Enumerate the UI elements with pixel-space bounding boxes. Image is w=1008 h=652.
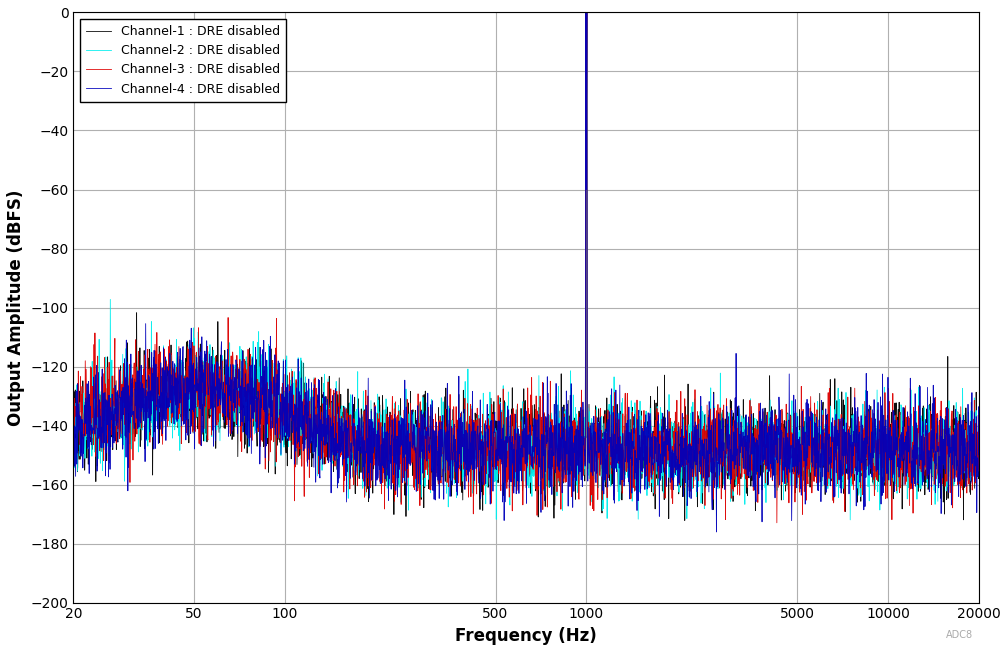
Channel-3 : DRE disabled: (66.3, -126): DRE disabled: (66.3, -126)	[225, 379, 237, 387]
Channel-2 : DRE disabled: (381, -136): DRE disabled: (381, -136)	[454, 409, 466, 417]
Channel-1 : DRE disabled: (2e+04, -149): DRE disabled: (2e+04, -149)	[973, 449, 985, 457]
Channel-1 : DRE disabled: (283, -156): DRE disabled: (283, -156)	[414, 468, 426, 476]
Channel-1 : DRE disabled: (2.12e+03, -172): DRE disabled: (2.12e+03, -172)	[678, 516, 690, 524]
Channel-4 : DRE disabled: (66.3, -119): DRE disabled: (66.3, -119)	[225, 361, 237, 368]
Y-axis label: Output Amplitude (dBFS): Output Amplitude (dBFS)	[7, 189, 25, 426]
Channel-2 : DRE disabled: (7.48e+03, -172): DRE disabled: (7.48e+03, -172)	[844, 516, 856, 524]
Channel-3 : DRE disabled: (381, -153): DRE disabled: (381, -153)	[454, 461, 466, 469]
Line: Channel-1 : DRE disabled: Channel-1 : DRE disabled	[74, 12, 979, 520]
Channel-4 : DRE disabled: (8.33e+03, -144): DRE disabled: (8.33e+03, -144)	[859, 435, 871, 443]
Channel-1 : DRE disabled: (44, -127): DRE disabled: (44, -127)	[170, 384, 182, 392]
Channel-2 : DRE disabled: (20, -153): DRE disabled: (20, -153)	[68, 460, 80, 467]
Channel-4 : DRE disabled: (44, -124): DRE disabled: (44, -124)	[170, 375, 182, 383]
Channel-2 : DRE disabled: (283, -151): DRE disabled: (283, -151)	[414, 455, 426, 463]
Channel-4 : DRE disabled: (283, -141): DRE disabled: (283, -141)	[414, 425, 426, 433]
Channel-1 : DRE disabled: (20, -137): DRE disabled: (20, -137)	[68, 412, 80, 420]
Channel-4 : DRE disabled: (20, -152): DRE disabled: (20, -152)	[68, 456, 80, 464]
Line: Channel-2 : DRE disabled: Channel-2 : DRE disabled	[74, 12, 979, 520]
Channel-2 : DRE disabled: (1.75e+04, -157): DRE disabled: (1.75e+04, -157)	[956, 471, 968, 479]
Channel-2 : DRE disabled: (44, -137): DRE disabled: (44, -137)	[170, 414, 182, 422]
Channel-1 : DRE disabled: (994, 0): DRE disabled: (994, 0)	[580, 8, 592, 16]
Channel-2 : DRE disabled: (2e+04, -144): DRE disabled: (2e+04, -144)	[973, 433, 985, 441]
X-axis label: Frequency (Hz): Frequency (Hz)	[456, 627, 597, 645]
Channel-4 : DRE disabled: (2e+04, -149): DRE disabled: (2e+04, -149)	[973, 447, 985, 455]
Channel-1 : DRE disabled: (1.75e+04, -143): DRE disabled: (1.75e+04, -143)	[956, 430, 968, 438]
Channel-3 : DRE disabled: (994, 0): DRE disabled: (994, 0)	[580, 8, 592, 16]
Text: ADC8: ADC8	[946, 630, 973, 640]
Channel-2 : DRE disabled: (994, 0): DRE disabled: (994, 0)	[580, 8, 592, 16]
Channel-3 : DRE disabled: (20, -145): DRE disabled: (20, -145)	[68, 437, 80, 445]
Channel-2 : DRE disabled: (8.33e+03, -149): DRE disabled: (8.33e+03, -149)	[859, 448, 871, 456]
Channel-3 : DRE disabled: (2e+04, -147): DRE disabled: (2e+04, -147)	[973, 442, 985, 450]
Channel-1 : DRE disabled: (381, -147): DRE disabled: (381, -147)	[454, 442, 466, 450]
Channel-4 : DRE disabled: (381, -138): DRE disabled: (381, -138)	[454, 414, 466, 422]
Channel-3 : DRE disabled: (4.27e+03, -173): DRE disabled: (4.27e+03, -173)	[771, 519, 783, 527]
Channel-4 : DRE disabled: (2.7e+03, -176): DRE disabled: (2.7e+03, -176)	[711, 528, 723, 536]
Channel-2 : DRE disabled: (66.3, -127): DRE disabled: (66.3, -127)	[225, 383, 237, 391]
Channel-3 : DRE disabled: (1.75e+04, -160): DRE disabled: (1.75e+04, -160)	[956, 481, 968, 488]
Channel-4 : DRE disabled: (994, 0): DRE disabled: (994, 0)	[580, 8, 592, 16]
Line: Channel-3 : DRE disabled: Channel-3 : DRE disabled	[74, 12, 979, 523]
Line: Channel-4 : DRE disabled: Channel-4 : DRE disabled	[74, 12, 979, 532]
Channel-3 : DRE disabled: (283, -151): DRE disabled: (283, -151)	[414, 454, 426, 462]
Channel-3 : DRE disabled: (8.33e+03, -156): DRE disabled: (8.33e+03, -156)	[859, 468, 871, 476]
Legend: Channel-1 : DRE disabled, Channel-2 : DRE disabled, Channel-3 : DRE disabled, Ch: Channel-1 : DRE disabled, Channel-2 : DR…	[80, 19, 286, 102]
Channel-1 : DRE disabled: (8.33e+03, -136): DRE disabled: (8.33e+03, -136)	[859, 411, 871, 419]
Channel-4 : DRE disabled: (1.75e+04, -144): DRE disabled: (1.75e+04, -144)	[956, 432, 968, 440]
Channel-3 : DRE disabled: (44, -120): DRE disabled: (44, -120)	[170, 363, 182, 371]
Channel-1 : DRE disabled: (66.3, -144): DRE disabled: (66.3, -144)	[225, 432, 237, 440]
